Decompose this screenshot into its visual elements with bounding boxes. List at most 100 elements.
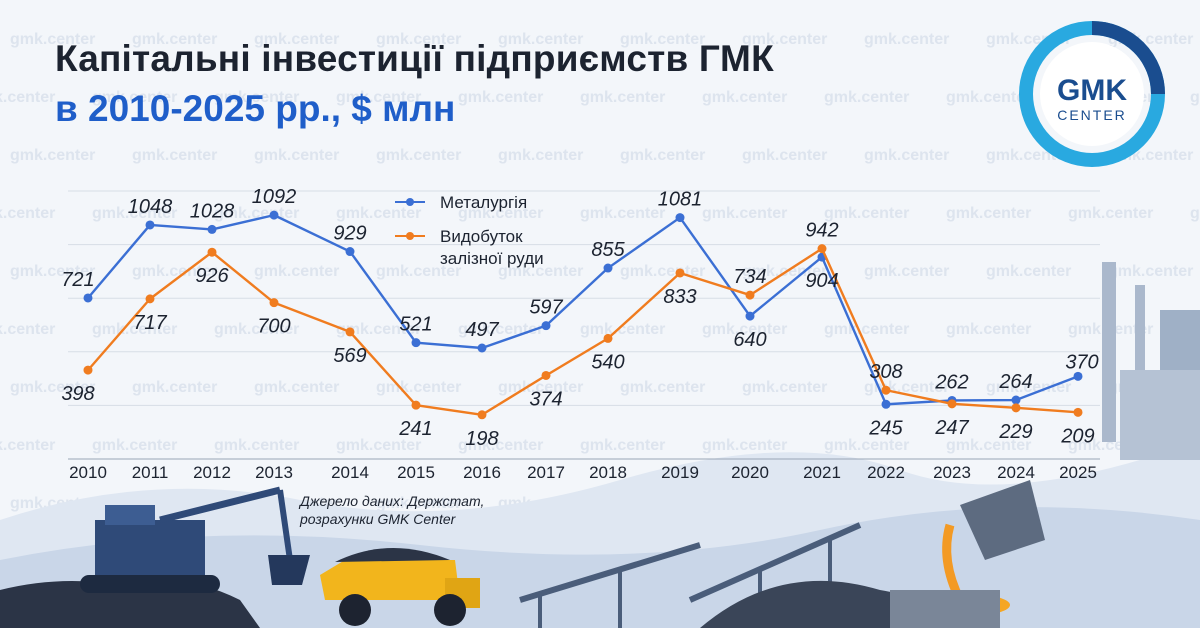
watermark-text: gmk.center [92, 321, 177, 338]
data-label-iron-ore: 926 [195, 265, 229, 287]
watermark-text: gmk.center [580, 437, 665, 454]
legend-label-iron-ore: Видобуток залізної руди [440, 227, 544, 268]
watermark-text: gmk.center [214, 321, 299, 338]
watermark-text: gmk.center [254, 31, 339, 48]
x-axis: 2010 2011 2012 2013 2014 2015 2016 2017 2018 2019… [69, 463, 1097, 482]
data-label-iron-ore: 247 [934, 417, 969, 439]
watermark-text: gmk.center [376, 147, 461, 164]
data-label-iron-ore: 308 [869, 361, 902, 383]
data-label-iron-ore: 833 [663, 286, 696, 308]
data-point-iron-ore [675, 268, 685, 278]
data-label-iron-ore: 374 [529, 388, 562, 410]
data-point-metallurgy [411, 338, 421, 348]
watermark-text: gmk.center [336, 89, 421, 106]
data-label-metallurgy: 1092 [252, 186, 297, 208]
watermark-text: gmk.center [864, 31, 949, 48]
watermark-text: gmk.center [1108, 263, 1193, 280]
watermark-text: gmk.center [0, 437, 55, 454]
x-tick-label: 2012 [193, 463, 231, 482]
data-label-metallurgy: 1048 [128, 196, 173, 218]
x-tick-label: 2016 [463, 463, 501, 482]
watermark-text: gmk.center [0, 89, 55, 106]
watermark-text: gmk.center [92, 205, 177, 222]
data-label-metallurgy: 904 [805, 270, 838, 292]
watermark-text: gmk.center [824, 205, 909, 222]
watermark-text: gmk.center [620, 379, 705, 396]
watermark-text: gmk.center [620, 31, 705, 48]
watermark-text: gmk.center [620, 147, 705, 164]
x-tick-label: 2021 [803, 463, 841, 482]
x-tick-label: 2020 [731, 463, 769, 482]
data-label-metallurgy: 640 [733, 329, 766, 351]
source-note: Джерело даних: Держстат, розрахунки GMK … [300, 492, 484, 528]
watermark-text: gmk.center [254, 147, 339, 164]
watermark-text: gmk.center [0, 321, 55, 338]
data-point-iron-ore [1011, 403, 1021, 413]
data-label-metallurgy: 497 [465, 319, 499, 341]
data-point-metallurgy [1011, 395, 1021, 405]
data-label-iron-ore: 241 [398, 418, 432, 440]
data-point-metallurgy [345, 247, 355, 257]
data-label-metallurgy: 262 [934, 371, 968, 393]
watermark-text: gmk.center [376, 263, 461, 280]
watermark-text: gmk.center [132, 263, 217, 280]
series-layer [83, 210, 1083, 420]
watermark-text: gmk.center [824, 437, 909, 454]
x-tick-label: 2013 [255, 463, 293, 482]
data-point-metallurgy [207, 224, 217, 234]
x-tick-label: 2010 [69, 463, 107, 482]
chart-title-line1: Капітальні інвестиції підприємств ГМК [55, 38, 774, 79]
watermark-text: gmk.center [620, 263, 705, 280]
watermark-text: gmk.center [1068, 205, 1153, 222]
watermark-text: gmk.center [132, 147, 217, 164]
gmk-center-logo: GMK CENTER [1019, 21, 1165, 167]
watermark-text: gmk.center [498, 147, 583, 164]
x-tick-label: 2024 [997, 463, 1035, 482]
watermark-text: gmk.center [864, 147, 949, 164]
data-point-metallurgy [1073, 371, 1083, 381]
data-point-iron-ore [83, 365, 93, 375]
ladle-illustration [890, 480, 1045, 628]
series-line-metallurgy [87, 213, 1079, 406]
watermark-text: gmk.center [336, 321, 421, 338]
dump-truck-illustration [320, 547, 480, 626]
data-point-iron-ore [817, 244, 827, 254]
industrial-background [0, 262, 1200, 628]
watermark-text: gmk.center [946, 89, 1031, 106]
x-tick-label: 2015 [397, 463, 435, 482]
watermark-text: gmk.center [946, 205, 1031, 222]
data-point-iron-ore [411, 400, 421, 410]
watermark-text: gmk.center [742, 31, 827, 48]
watermark-text: gmk.center [946, 437, 1031, 454]
data-point-metallurgy [881, 399, 891, 409]
data-point-iron-ore [269, 298, 279, 308]
watermark-text: gmk.center [498, 31, 583, 48]
x-tick-label: 2019 [661, 463, 699, 482]
watermark-text: gmk.center [254, 379, 339, 396]
data-label-metallurgy: 521 [399, 314, 432, 336]
watermark-text: gmk.center [132, 31, 217, 48]
legend-marker-iron-ore [406, 232, 414, 240]
data-label-iron-ore: 540 [591, 351, 624, 373]
data-label-iron-ore: 398 [61, 383, 94, 405]
data-label-iron-ore: 198 [465, 428, 498, 450]
data-label-metallurgy: 929 [333, 223, 366, 245]
excavator-illustration [80, 486, 310, 593]
data-point-metallurgy [603, 263, 613, 273]
watermark-text: gmk.center [702, 437, 787, 454]
data-point-metallurgy [145, 220, 155, 230]
watermark-text: gmk.center [824, 89, 909, 106]
watermark-text: gmk.center [336, 205, 421, 222]
watermark-text: gmk.center [702, 321, 787, 338]
source-line1: Джерело даних: Держстат, [300, 493, 485, 509]
data-point-iron-ore [477, 410, 487, 420]
data-label-iron-ore: 229 [998, 421, 1032, 443]
watermark-text: gmk.center [10, 147, 95, 164]
x-tick-label: 2023 [933, 463, 971, 482]
x-tick-label: 2011 [132, 463, 169, 482]
watermark-text: gmk.center [986, 379, 1071, 396]
watermark-text: gmk.center [132, 379, 217, 396]
legend-label-metallurgy: Металургія [440, 193, 527, 212]
data-point-metallurgy [269, 210, 279, 220]
